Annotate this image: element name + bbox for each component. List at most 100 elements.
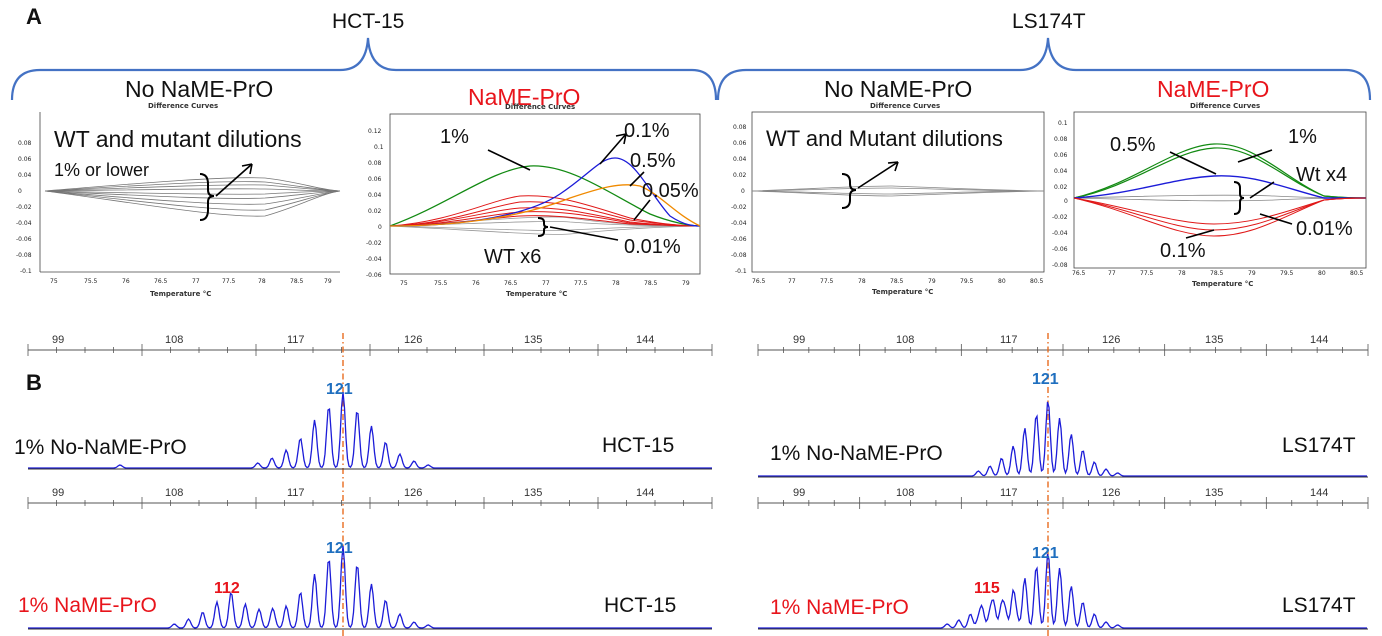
plot2-xtick: 75 [400, 280, 408, 287]
ruler-tick: 144 [1310, 334, 1329, 346]
cell-line-title-ls174t: LS174T [1012, 10, 1086, 33]
peak-label: 121 [326, 381, 353, 398]
ruler-tick: 144 [1310, 487, 1329, 499]
plot3-ytick: -0.1 [735, 268, 747, 275]
plot4-xtick: 79 [1248, 270, 1256, 277]
plot2-annotation-01pct: 0.1% [624, 120, 670, 142]
ruler-tick: 99 [52, 334, 65, 346]
plot3-xtick: 78 [858, 278, 866, 285]
plot4-xtick: 79.5 [1280, 270, 1294, 277]
plot1-xtick: 76.5 [154, 278, 168, 285]
plot4-ytick: 0.04 [1054, 168, 1068, 175]
plot2-annotation-05pct: 0.5% [630, 150, 676, 172]
plot2-xtick: 78.5 [644, 280, 658, 287]
plot1-ytick: -0.04 [16, 220, 32, 227]
ruler-tick: 99 [52, 487, 65, 499]
plot2-annotation-001pct: 0.01% [624, 236, 681, 258]
plot2-ytick: -0.02 [366, 240, 382, 247]
plot1-xtick: 77.5 [222, 278, 236, 285]
cell-line-label: HCT-15 [604, 594, 677, 617]
plot3-ytick: -0.08 [731, 252, 747, 259]
plot2-ytick: 0.04 [368, 192, 382, 199]
plot2-ytick: 0.02 [368, 208, 382, 215]
plot4-axes [1073, 111, 1367, 269]
plot3-xtick: 77 [788, 278, 796, 285]
ruler-tick: 135 [1205, 334, 1224, 346]
cell-line-label: HCT-15 [602, 434, 675, 457]
ruler-tick: 108 [165, 487, 184, 499]
plot3-ytick: -0.02 [731, 204, 747, 211]
condition-label-ls174t-namepro: NaME-PrO [1157, 76, 1270, 102]
plot4-annotation-wt: Wt x4 [1296, 164, 1348, 186]
plot4-annotation-05pct: 0.5% [1110, 134, 1156, 156]
plot1-xtick: 78 [258, 278, 266, 285]
plot4-ytick: -0.02 [1052, 214, 1068, 221]
plot3-axes [751, 111, 1045, 273]
plot4-ytick: 0 [1064, 198, 1068, 205]
plot4-xtick: 78 [1178, 270, 1186, 277]
plot1-axes [39, 112, 341, 273]
sample-label: 1% No-NaME-PrO [14, 436, 187, 459]
ruler-tick: 126 [1102, 334, 1121, 346]
peak-label: 112 [214, 580, 240, 597]
plot4-ytick: -0.06 [1052, 246, 1068, 253]
ruler-tick: 99 [793, 334, 806, 346]
plot3-xtick: 80.5 [1030, 278, 1044, 285]
plot2-ytick: 0.1 [374, 144, 384, 151]
peak-label: 115 [974, 580, 1000, 597]
cell-line-label: LS174T [1282, 434, 1356, 457]
sample-label: 1% No-NaME-PrO [770, 442, 943, 465]
plot3-title: Difference Curves [870, 102, 941, 110]
plot2-xtick: 79 [682, 280, 690, 287]
ruler-tick: 144 [636, 334, 655, 346]
peak-label: 121 [1032, 371, 1059, 388]
plot3-xtick: 78.5 [890, 278, 904, 285]
plot3-xtick: 80 [998, 278, 1006, 285]
sample-label: 1% NaME-PrO [18, 594, 157, 617]
plot4-annotation-1pct: 1% [1288, 126, 1317, 148]
plot1-xlabel: Temperature °C [150, 290, 212, 298]
plot3-ytick: -0.04 [731, 220, 747, 227]
plot3-xtick: 79 [928, 278, 936, 285]
panel-b-letter: B [26, 370, 42, 395]
bracket-hct15 [10, 37, 718, 101]
plot4-xtick: 78.5 [1210, 270, 1224, 277]
plot3-ytick: 0.04 [733, 156, 747, 163]
plot1-xtick: 78.5 [290, 278, 304, 285]
ruler-tick: 135 [524, 487, 543, 499]
plot2-ytick: 0.12 [368, 128, 382, 135]
plot2-xtick: 75.5 [434, 280, 448, 287]
plot4-title: Difference Curves [1190, 102, 1261, 110]
ruler-tick: 117 [1000, 487, 1018, 499]
trace-ls174t-no-namepro [758, 401, 1367, 477]
plot1-ytick: -0.06 [16, 236, 32, 243]
panel-a-letter: A [26, 4, 42, 29]
plot1-xtick: 75.5 [84, 278, 98, 285]
plot2-ytick: 0.08 [368, 160, 382, 167]
plot2-ytick: 0.06 [368, 176, 382, 183]
ruler-tick: 126 [404, 334, 423, 346]
plot1-ytick: -0.1 [20, 268, 32, 275]
plot4-ytick: 0.02 [1054, 184, 1068, 191]
plot3-xtick: 77.5 [820, 278, 834, 285]
plot2-ytick: -0.04 [366, 256, 382, 263]
plot4-xtick: 80.5 [1350, 270, 1364, 277]
plot4-ytick: 0.06 [1054, 152, 1068, 159]
plot3-ytick: 0.08 [733, 124, 747, 131]
ruler-tick: 126 [404, 487, 423, 499]
plot2-xlabel: Temperature °C [506, 290, 568, 298]
plot2-xtick: 77.5 [574, 280, 588, 287]
plot3-ytick: 0.06 [733, 140, 747, 147]
plot1-xtick: 79 [324, 278, 332, 285]
sample-label: 1% NaME-PrO [770, 596, 909, 619]
cell-line-title-hct15: HCT-15 [332, 10, 405, 33]
plot4-ytick: 0.1 [1058, 120, 1068, 127]
plot3-ytick: -0.06 [731, 236, 747, 243]
plot1-ytick: 0.04 [18, 172, 32, 179]
plot2-xtick: 76 [472, 280, 480, 287]
plot1-ytick: 0.06 [18, 156, 32, 163]
plot4-annotation-001pct: 0.01% [1296, 218, 1353, 240]
ruler-tick: 117 [287, 334, 305, 346]
plot3-xlabel: Temperature °C [872, 288, 934, 296]
